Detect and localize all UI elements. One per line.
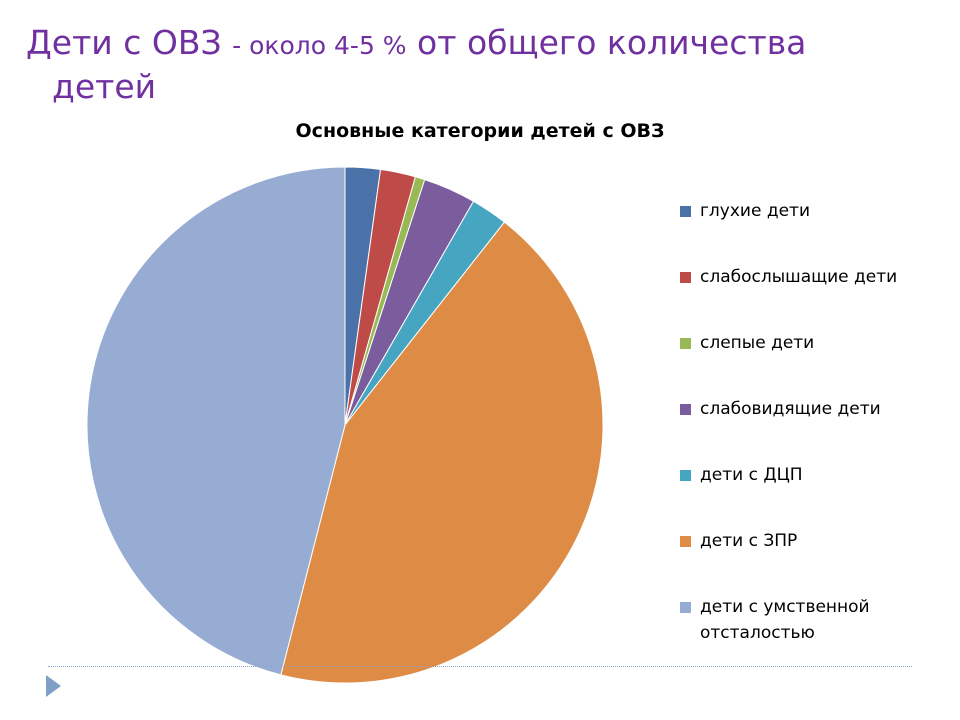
legend-item-5: дети с ДЦП — [680, 462, 950, 528]
legend-item-3: слепые дети — [680, 330, 950, 396]
slide-title-line-1: Дети с ОВЗ - около 4-5 % от общего колич… — [26, 22, 926, 66]
legend-item-2: слабослышащие дети — [680, 264, 950, 330]
footer-divider — [48, 666, 912, 667]
legend-label: дети с ЗПР — [700, 531, 798, 551]
slide-title-part-b: - около 4-5 % — [232, 31, 407, 60]
slide-title-part-c: от общего количества — [406, 23, 807, 62]
pie-slice-7 — [86, 166, 346, 676]
legend-swatch — [680, 602, 691, 613]
legend-swatch — [680, 272, 691, 283]
pie-chart — [86, 166, 604, 684]
legend-item-4: слабовидящие дети — [680, 396, 950, 462]
legend-label: дети с ДЦП — [700, 465, 803, 485]
legend-swatch — [680, 470, 691, 481]
pie-slice-6 — [280, 221, 604, 684]
legend-label: дети с умственной отсталостью — [700, 597, 870, 643]
legend-label: слепые дети — [700, 333, 815, 353]
chart-legend: глухие дети слабослышащие дети слепые дети… — [680, 198, 950, 660]
legend-item-7: дети с умственной отсталостью — [680, 594, 950, 660]
legend-swatch — [680, 206, 691, 217]
triangle-right-icon[interactable] — [46, 675, 61, 697]
legend-label: слабовидящие дети — [700, 399, 881, 419]
legend-label: глухие дети — [700, 201, 810, 221]
slide-title-part-a: Дети с ОВЗ — [26, 23, 233, 62]
legend-swatch — [680, 536, 691, 547]
legend-item-1: глухие дети — [680, 198, 950, 264]
slide-title: Дети с ОВЗ - около 4-5 % от общего колич… — [26, 22, 926, 107]
legend-swatch — [680, 338, 691, 349]
legend-item-6: дети с ЗПР — [680, 528, 950, 594]
legend-label: слабослышащие дети — [700, 267, 898, 287]
chart-title: Основные категории детей с ОВЗ — [295, 120, 665, 142]
legend-swatch — [680, 404, 691, 415]
slide-title-line-2: детей — [52, 67, 157, 106]
